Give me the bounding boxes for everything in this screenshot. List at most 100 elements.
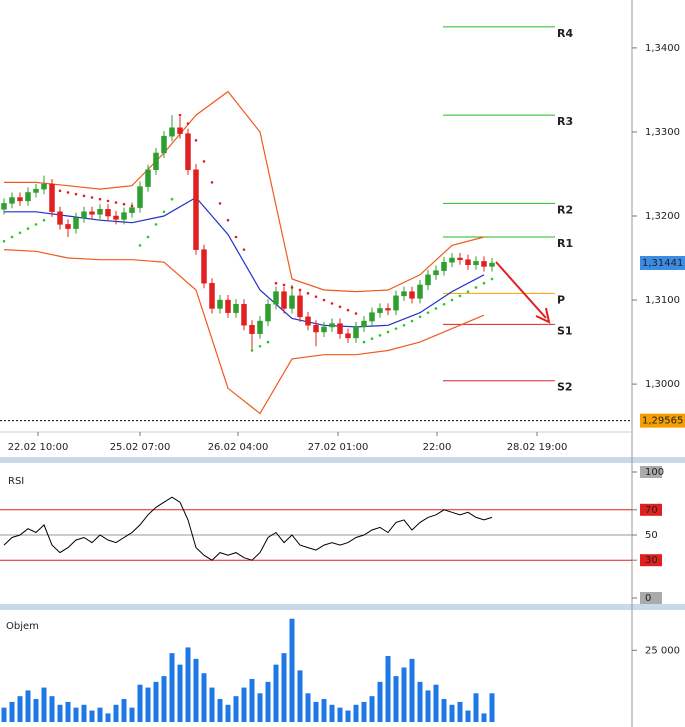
candle-body — [273, 291, 279, 305]
candle-body — [241, 303, 247, 326]
sar-dot — [274, 281, 278, 285]
y-tick-label: 1,3000 — [645, 379, 680, 390]
volume-bar — [89, 710, 95, 722]
volume-bar — [73, 707, 79, 722]
volume-bar — [241, 687, 247, 722]
volume-bar — [49, 696, 55, 722]
volume-bar — [137, 684, 143, 722]
candle-body — [209, 282, 215, 309]
candle-body — [17, 197, 23, 202]
volume-bar — [129, 707, 135, 722]
volume-bar — [121, 699, 127, 722]
x-tick-label: 27.02 01:00 — [308, 442, 369, 453]
volume-bar — [201, 673, 207, 722]
arrow-shaft — [495, 261, 547, 319]
volume-bar — [465, 710, 471, 722]
sar-dot — [130, 204, 134, 208]
candle-body — [81, 211, 87, 218]
sar-dot — [474, 286, 478, 289]
volume-bar — [265, 681, 271, 722]
volume-bar — [409, 658, 415, 722]
volume-bar — [249, 678, 255, 722]
volume-bar — [417, 681, 423, 722]
y-tick-label: 1,3300 — [645, 127, 680, 138]
indicator-line — [3, 249, 485, 415]
sar-dot — [218, 202, 222, 205]
candle-body — [97, 209, 103, 215]
volume-title: Objem — [6, 621, 39, 632]
x-tick-label: 22:00 — [423, 442, 452, 453]
y-tick-label: 100 — [645, 467, 664, 478]
candle-body — [313, 325, 319, 333]
volume-bar — [441, 699, 447, 722]
volume-bar — [385, 656, 391, 722]
sar-dot — [226, 218, 230, 222]
sar-dot — [162, 210, 166, 214]
volume-bar — [345, 710, 351, 722]
volume-bar — [401, 667, 407, 722]
sar-dot — [186, 122, 190, 125]
sar-dot — [338, 305, 342, 309]
candle-body — [417, 284, 423, 299]
panel-separator — [0, 457, 685, 463]
sar-dot — [314, 295, 318, 298]
sar-dot — [346, 308, 350, 312]
sar-dot — [482, 281, 486, 285]
volume-bar — [1, 707, 7, 722]
candle-body — [233, 303, 239, 313]
sar-dot — [18, 231, 22, 235]
candle-body — [353, 326, 359, 339]
sar-dot — [138, 244, 142, 247]
x-tick-label: 28.02 19:00 — [507, 442, 568, 453]
sar-dot — [290, 286, 294, 289]
candle-body — [329, 323, 335, 328]
volume-bar — [305, 693, 311, 722]
y-tick-label: 1,3100 — [645, 295, 680, 306]
candle-body — [345, 333, 351, 339]
candle-body — [145, 169, 151, 187]
candle-body — [465, 259, 471, 265]
indicator-line — [4, 90, 485, 293]
candle-body — [137, 186, 143, 208]
volume-bar — [81, 704, 87, 722]
candle-body — [425, 274, 431, 286]
rsi-title: RSI — [8, 476, 24, 487]
candle-body — [449, 257, 455, 263]
sar-dot — [42, 218, 46, 222]
sar-dot — [418, 315, 422, 319]
candle-body — [185, 133, 191, 171]
volume-bar — [433, 684, 439, 722]
candle-body — [481, 261, 487, 267]
y-tick-label: 1,3400 — [645, 43, 680, 54]
sar-dot — [242, 248, 246, 251]
x-tick-label: 22.02 10:00 — [8, 442, 69, 453]
candle-body — [385, 308, 391, 311]
candle-body — [121, 212, 127, 220]
sar-dot — [250, 349, 254, 352]
candle-body — [337, 323, 343, 334]
volume-bar — [217, 699, 223, 722]
candle-body — [1, 203, 7, 210]
candle-body — [129, 207, 135, 213]
sar-dot — [258, 344, 262, 348]
sar-dot — [458, 294, 462, 298]
volume-bar — [225, 704, 231, 722]
y-tick-box — [640, 529, 662, 541]
sar-dot — [426, 311, 430, 314]
sar-dot — [330, 302, 334, 305]
candle-body — [289, 295, 295, 309]
candle-body — [33, 188, 39, 193]
arrow-head — [535, 307, 551, 324]
price-box — [640, 413, 685, 428]
volume-bar — [281, 653, 287, 722]
volume-bar — [41, 687, 47, 722]
candle-body — [201, 249, 207, 284]
sar-dot — [10, 235, 14, 239]
sar-dot — [234, 235, 238, 239]
volume-bar — [105, 713, 111, 722]
candle-body — [153, 152, 159, 171]
candle-body — [377, 308, 383, 313]
sar-dot — [450, 298, 454, 302]
sar-dot — [90, 196, 94, 199]
price-label: 1,29565 — [642, 416, 683, 427]
